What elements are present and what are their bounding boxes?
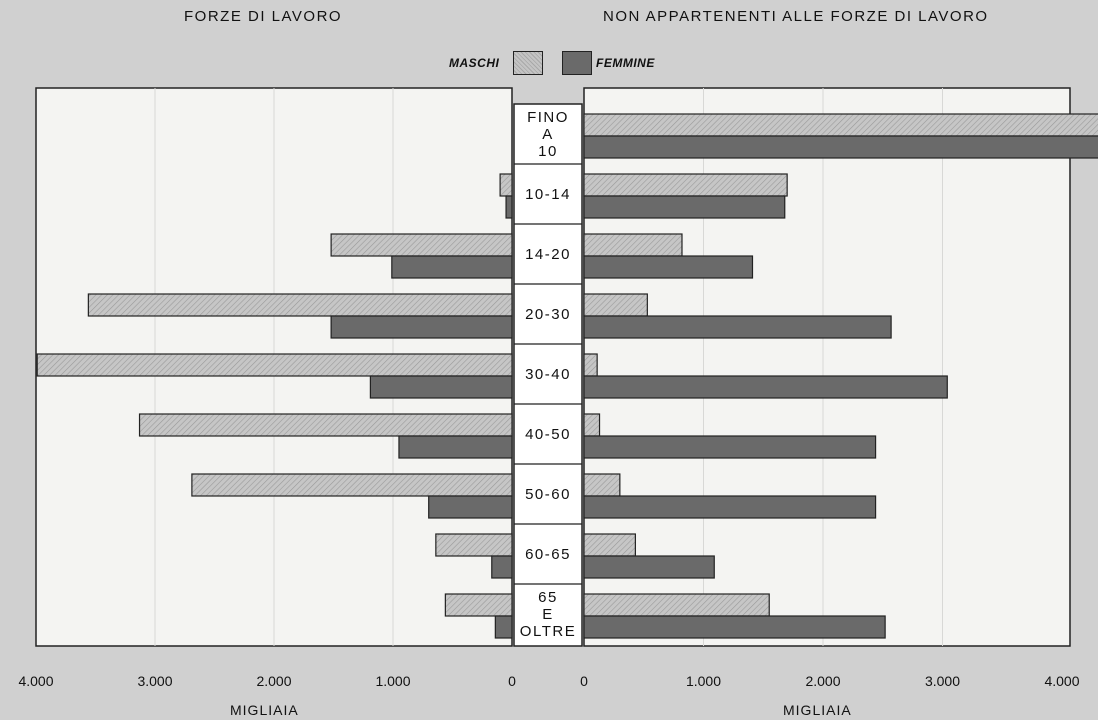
bar-labor-male: [444, 593, 513, 617]
right-tick-label: 2.000: [805, 673, 840, 689]
bar-labor-female: [491, 555, 513, 579]
bar-labor-female: [369, 375, 513, 399]
bar-labor-female: [391, 255, 513, 279]
bar-labor-male: [138, 413, 513, 437]
bar-nonlabor-female: [583, 615, 886, 639]
legend-male-swatch: [513, 51, 543, 75]
left-tick-label: 3.000: [137, 673, 172, 689]
bar-nonlabor-male: [583, 533, 636, 557]
left-panel-title: FORZE DI LAVORO: [184, 8, 343, 25]
age-label: FINO: [527, 109, 569, 126]
bar-nonlabor-female: [583, 195, 786, 219]
age-label: 30-40: [525, 366, 571, 383]
age-label: 65: [538, 589, 558, 606]
bar-nonlabor-female: [583, 255, 754, 279]
age-label: 14-20: [525, 246, 571, 263]
bar-labor-male: [330, 233, 513, 257]
bar-labor-male: [191, 473, 513, 497]
legend-female-swatch: [562, 51, 592, 75]
bar-labor-male: [435, 533, 513, 557]
bar-nonlabor-female: [583, 315, 892, 339]
age-label: E: [542, 606, 554, 623]
bar-labor-male: [499, 173, 513, 197]
left-tick-label: 4.000: [18, 673, 53, 689]
legend-female-label: FEMMINE: [596, 56, 655, 70]
bar-labor-female: [505, 195, 513, 219]
bar-nonlabor-male: [583, 293, 648, 317]
legend-male-label: MASCHI: [449, 56, 500, 70]
bar-labor-female: [494, 615, 513, 639]
age-label: OLTRE: [520, 623, 576, 640]
bar-labor-male: [87, 293, 513, 317]
age-label: A: [542, 126, 554, 143]
bar-nonlabor-female: [583, 435, 877, 459]
left-tick-label: 1.000: [375, 673, 410, 689]
left-unit-label: MIGLIAIA: [230, 702, 299, 718]
age-label: 20-30: [525, 306, 571, 323]
bar-labor-female: [330, 315, 513, 339]
bar-nonlabor-male: [583, 413, 601, 437]
bar-nonlabor-male: [583, 593, 770, 617]
bar-nonlabor-male: [583, 233, 683, 257]
right-panel-title: NON APPARTENENTI ALLE FORZE DI LAVORO: [603, 8, 989, 25]
bar-nonlabor-female: [583, 495, 877, 519]
bar-nonlabor-male: [583, 173, 788, 197]
age-label: 50-60: [525, 486, 571, 503]
right-tick-label: 1.000: [686, 673, 721, 689]
bar-labor-female: [428, 495, 513, 519]
age-label: 40-50: [525, 426, 571, 443]
bar-nonlabor-female: [583, 135, 1098, 159]
bar-nonlabor-male: [583, 353, 598, 377]
right-tick-label: 4.000: [1044, 673, 1079, 689]
bar-nonlabor-female: [583, 375, 948, 399]
right-unit-label: MIGLIAIA: [783, 702, 852, 718]
bar-nonlabor-female: [583, 555, 715, 579]
bar-labor-male: [36, 353, 513, 377]
bar-nonlabor-male: [583, 113, 1098, 137]
bar-nonlabor-male: [583, 473, 621, 497]
age-label: 60-65: [525, 546, 571, 563]
left-tick-label: 0: [508, 673, 516, 689]
age-column: [513, 103, 583, 647]
right-tick-label: 0: [580, 673, 588, 689]
left-tick-label: 2.000: [256, 673, 291, 689]
bar-labor-female: [398, 435, 513, 459]
age-label: 10: [538, 143, 558, 160]
right-tick-label: 3.000: [925, 673, 960, 689]
age-label: 10-14: [525, 186, 571, 203]
